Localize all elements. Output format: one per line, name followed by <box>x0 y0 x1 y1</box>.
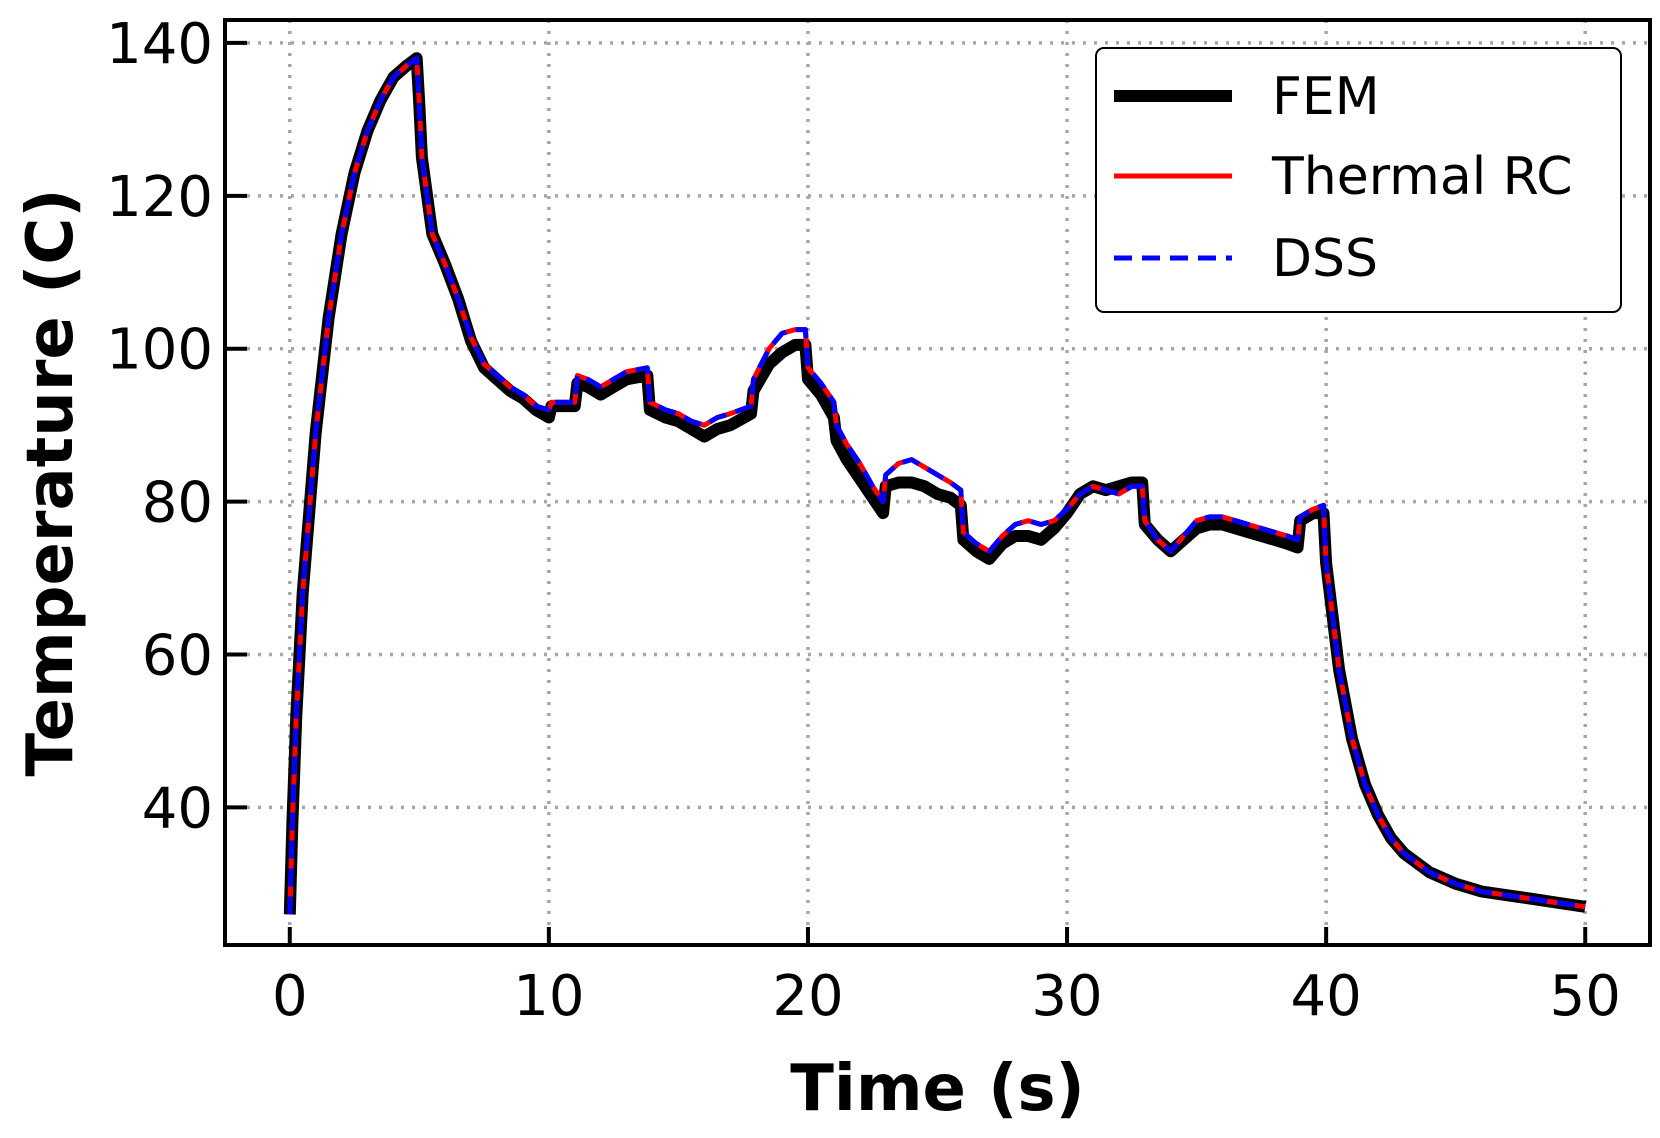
axis-ticks: 0 10 20 30 40 50 40 60 80 100 120 140 <box>106 12 1621 1029</box>
series-line-dss <box>287 55 1586 915</box>
series-lines <box>283 52 1587 915</box>
legend-label-thermal-rc: Thermal RC <box>1271 147 1573 207</box>
y-tick-label: 140 <box>106 12 213 77</box>
x-tick-label: 10 <box>513 964 584 1029</box>
y-tick-label: 100 <box>106 318 213 383</box>
y-tick-label: 80 <box>142 471 213 536</box>
legend-box <box>1095 47 1622 313</box>
y-tick-label: 60 <box>142 624 213 689</box>
x-tick-label: 40 <box>1291 964 1362 1029</box>
y-axis-title: Temperature (C) <box>14 188 88 776</box>
legend: FEM Thermal RC DSS <box>1095 47 1622 313</box>
x-tick-label: 30 <box>1031 964 1102 1029</box>
x-tick-label: 50 <box>1550 964 1621 1029</box>
y-tick-label: 40 <box>142 776 213 841</box>
x-tick-label: 20 <box>772 964 843 1029</box>
x-axis-title: Time (s) <box>790 1052 1085 1126</box>
legend-label-fem: FEM <box>1272 67 1380 127</box>
plot-frame <box>223 18 1652 947</box>
x-tick-label: 0 <box>272 964 308 1029</box>
y-tick-label: 120 <box>106 165 213 230</box>
legend-label-dss: DSS <box>1272 229 1378 289</box>
